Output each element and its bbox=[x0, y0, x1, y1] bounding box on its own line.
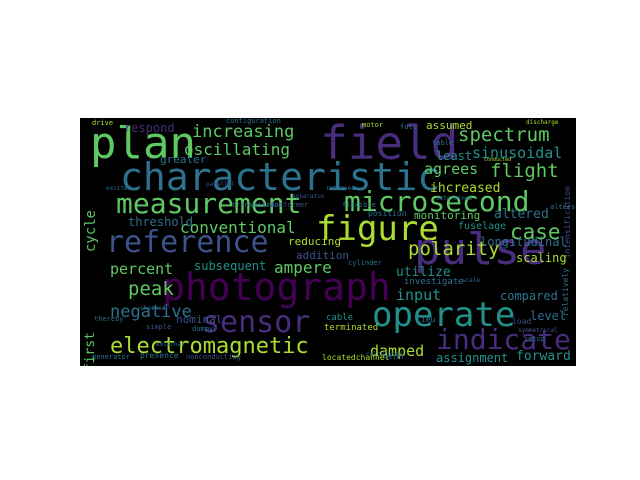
word-fuselage: fuselage bbox=[458, 221, 507, 232]
word-simple: simple bbox=[146, 323, 172, 331]
word-indicate: indicate bbox=[436, 323, 571, 356]
word-cloud: plan field characteristic measurement mi… bbox=[80, 118, 576, 366]
word-level: level bbox=[530, 309, 567, 323]
word-intensification: intensification bbox=[563, 186, 572, 259]
word-compared: compared bbox=[500, 289, 558, 303]
word-negative: negative bbox=[110, 302, 192, 322]
word-load: load bbox=[512, 317, 532, 326]
word-plan: plan bbox=[90, 118, 196, 169]
word-lieu: lieu bbox=[416, 315, 436, 324]
word-flexible: flexible bbox=[342, 201, 376, 209]
word-thereby: thereby bbox=[94, 315, 124, 323]
word-addition: addition bbox=[296, 249, 349, 262]
word-longitudinal: longitudinal bbox=[480, 235, 567, 249]
word-oscillating: oscillating bbox=[184, 140, 290, 159]
word-full: full bbox=[400, 123, 417, 131]
word-conventional: conventional bbox=[180, 218, 296, 237]
word-meter: meter bbox=[384, 353, 406, 361]
word-motor: motor bbox=[362, 121, 384, 129]
word-peak: peak bbox=[128, 278, 174, 300]
word-investigate: investigate bbox=[404, 277, 464, 287]
word-checked: checked bbox=[140, 305, 166, 312]
word-nominal: nominal bbox=[176, 313, 223, 326]
word-symmetrical: symmetrical bbox=[518, 327, 558, 334]
word-drive: drive bbox=[92, 119, 114, 127]
word-determined: determined bbox=[436, 195, 473, 202]
word-percent: percent bbox=[110, 260, 174, 278]
word-operate: operate bbox=[372, 295, 516, 335]
word-nonconducting: nonconducting bbox=[186, 353, 241, 361]
word-relatively: relatively bbox=[561, 268, 570, 317]
word-terminated: terminated bbox=[324, 323, 379, 333]
word-dummy: dummy bbox=[192, 325, 214, 333]
word-assumed: assumed bbox=[426, 119, 473, 132]
word-reference: reference bbox=[106, 225, 269, 260]
word-position: position bbox=[368, 209, 407, 218]
word-transmission: transmission bbox=[232, 201, 283, 209]
word-conducted: conducted bbox=[484, 157, 512, 163]
word-discharge: discharge bbox=[526, 119, 559, 126]
word-configuration: configuration bbox=[226, 118, 281, 125]
word-alters: alters bbox=[550, 203, 576, 211]
word-respond: respond bbox=[124, 121, 175, 135]
word-polarity: polarity bbox=[408, 238, 500, 260]
word-reducing: reducing bbox=[288, 235, 341, 248]
word-calculated: calculated bbox=[366, 351, 403, 358]
word-increasing: increasing bbox=[192, 122, 295, 142]
word-electromagnetic: electromagnetic bbox=[110, 334, 309, 359]
word-spectrum: spectrum bbox=[458, 124, 550, 146]
word-locatedchannel: locatedchannel bbox=[322, 353, 390, 362]
word-pulse: pulse bbox=[414, 224, 547, 275]
word-flight: flight bbox=[490, 160, 559, 182]
word-assignment: assignment bbox=[436, 351, 509, 365]
word-photograph: photograph bbox=[162, 265, 391, 309]
word-case: case bbox=[510, 220, 561, 244]
word-ampere: ampere bbox=[274, 258, 332, 277]
word-first: first bbox=[83, 332, 98, 366]
word-input: input bbox=[396, 286, 442, 304]
word-increased: ihcreased bbox=[430, 181, 501, 196]
word-transformer: transformer bbox=[262, 201, 309, 209]
word-generator: generator bbox=[92, 353, 130, 361]
word-presence: presence bbox=[140, 351, 179, 360]
word-monitoring: monitoring bbox=[414, 209, 481, 222]
word-apparatus: apparatus bbox=[292, 193, 325, 200]
word-excited: excited bbox=[106, 185, 132, 192]
word-setup: setup bbox=[524, 335, 546, 343]
word-sinusoidal: sinusoidal bbox=[472, 144, 563, 162]
word-scale: scale bbox=[462, 277, 481, 284]
word-subsequent: subsequent bbox=[194, 259, 267, 273]
word-scaling: scaling bbox=[516, 251, 567, 265]
word-utilize: utilize bbox=[396, 265, 451, 280]
word-measurement: measurement bbox=[116, 187, 302, 220]
word-characteristic: characteristic bbox=[120, 155, 441, 199]
word-table: table bbox=[432, 139, 454, 147]
word-threshold: threshold bbox=[128, 215, 194, 229]
word-altered: altered bbox=[494, 207, 549, 222]
word-greater: greater bbox=[160, 153, 207, 166]
word-figure: figure bbox=[316, 209, 439, 249]
word-returned: returned bbox=[326, 185, 355, 192]
word-parallel: parallel bbox=[206, 181, 235, 188]
word-least: least bbox=[436, 149, 473, 163]
word-sensor: sensor bbox=[202, 305, 311, 340]
word-cylinder: cylinder bbox=[348, 259, 382, 267]
word-forward: forward bbox=[516, 349, 571, 364]
word-field: field bbox=[320, 118, 459, 170]
word-cable: cable bbox=[326, 313, 354, 323]
word-microsecond: microsecond bbox=[344, 185, 530, 218]
word-external: external bbox=[156, 341, 185, 348]
word-damped: damped bbox=[370, 342, 425, 360]
word-cycle: cycle bbox=[83, 210, 99, 253]
word-agrees: agrees bbox=[424, 160, 479, 178]
